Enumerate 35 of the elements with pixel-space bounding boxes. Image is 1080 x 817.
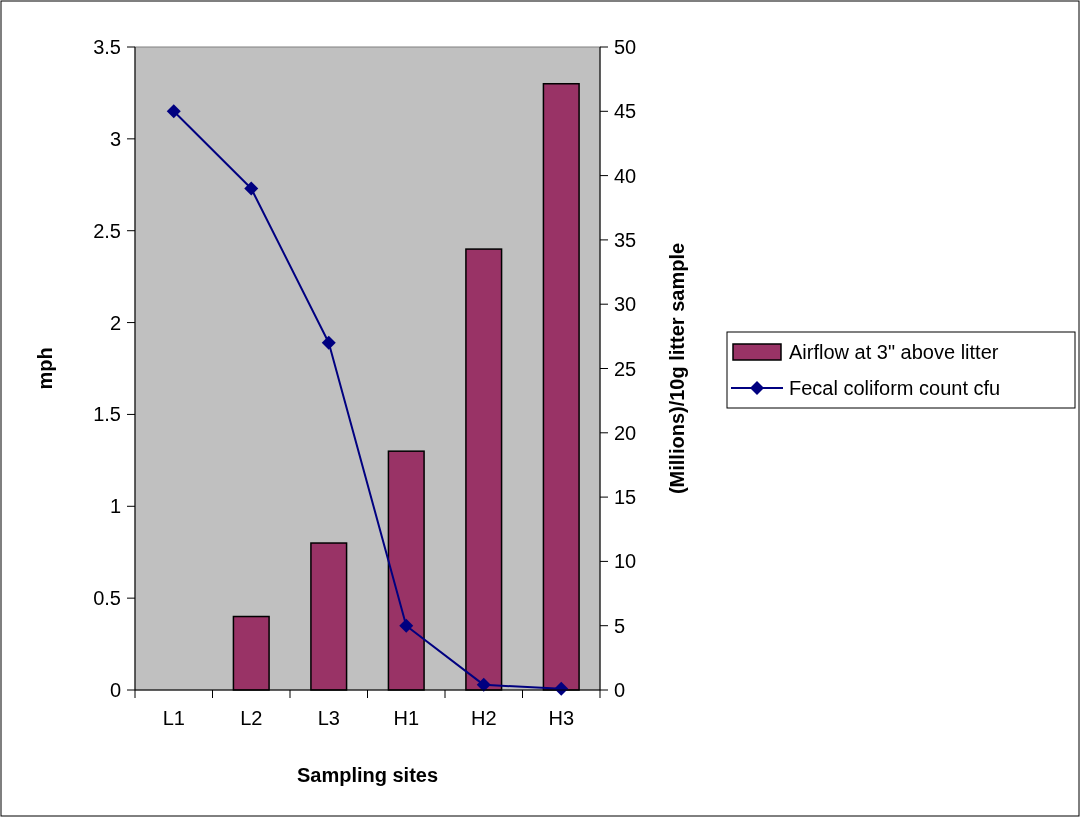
y-tick-label: 2.5 xyxy=(93,219,121,242)
y-tick-label: 1 xyxy=(109,495,121,518)
x-tick-label: H1 xyxy=(393,707,420,729)
y-tick-label: 3 xyxy=(109,127,121,150)
y-tick-label: 3.5 xyxy=(93,36,121,58)
x-tick-label: H2 xyxy=(470,707,497,729)
y2-tick-label: 15 xyxy=(614,486,637,509)
y2-axis-title: (Millions)/10g litter sample xyxy=(666,242,688,495)
x-tick-label: L2 xyxy=(240,707,263,729)
x-tick-label: L1 xyxy=(162,707,185,729)
y-tick-label: 1.5 xyxy=(93,403,121,426)
y2-tick-label: 35 xyxy=(614,228,637,251)
point xyxy=(321,335,336,350)
y2-tick-label: 5 xyxy=(614,614,626,637)
y-tick-label: 2 xyxy=(109,311,121,334)
y-tick-label: 0.5 xyxy=(93,587,121,610)
legend-label: Airflow at 3" above litter xyxy=(789,341,999,363)
point xyxy=(166,104,181,119)
y2-tick-label: 50 xyxy=(614,36,637,58)
x-tick-label: L3 xyxy=(317,707,340,729)
y-tick-label: 0 xyxy=(109,679,121,701)
y2-tick-label: 30 xyxy=(614,293,637,316)
y2-tick-label: 25 xyxy=(614,357,637,380)
x-tick-label: H3 xyxy=(548,707,575,729)
y2-tick-label: 10 xyxy=(614,550,637,573)
legend-label: Fecal coliform count cfu xyxy=(789,377,1001,399)
y2-tick-label: 0 xyxy=(614,679,626,701)
point xyxy=(476,677,491,692)
y-axis-title: mph xyxy=(34,347,56,390)
y2-tick-label: 40 xyxy=(614,164,637,187)
x-axis-title: Sampling sites xyxy=(296,764,439,786)
y2-tick-label: 45 xyxy=(614,100,637,123)
y2-tick-label: 20 xyxy=(614,421,637,444)
point xyxy=(244,181,259,196)
point xyxy=(399,618,414,633)
